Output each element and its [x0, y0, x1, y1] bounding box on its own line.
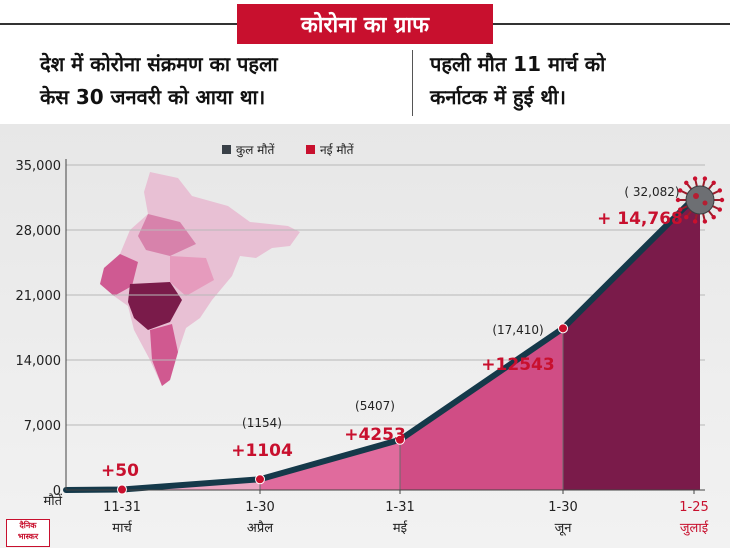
total-deaths-label: (1154)	[242, 416, 282, 430]
new-deaths-label: +1104	[231, 441, 293, 461]
x-row-label: मौतें	[43, 493, 62, 509]
x-tick-month: मई	[393, 520, 408, 536]
y-tick-label: 0	[53, 484, 61, 499]
virus-spike-tip	[692, 176, 698, 181]
virus-spike-tip	[692, 219, 698, 224]
area-segment	[563, 192, 700, 491]
y-tick-label: 21,000	[16, 289, 62, 304]
x-tick-month: जुलाई	[680, 520, 709, 536]
fact-first-death-line1: पहली मौत 11 मार्च को	[430, 52, 606, 76]
page-title: कोरोना का ग्राफ	[237, 4, 493, 44]
logo-line1: दैनिक	[19, 521, 37, 530]
area-segment	[400, 328, 563, 490]
chart-areas	[66, 192, 700, 491]
virus-spot	[702, 200, 708, 206]
fact-first-case-line2: केस 30 जनवरी को आया था।	[40, 85, 266, 109]
x-axis: मौतें 11-31 मार्च 1-30 अप्रैल 1-31 मई 1-30 जून 1-…	[43, 490, 709, 536]
dainik-bhaskar-logo: दैनिक भास्कर	[6, 519, 50, 547]
virus-body	[685, 185, 715, 215]
banner-line-right	[493, 23, 730, 25]
x-tick-range: 1-31	[385, 500, 415, 515]
x-tick-month: जून	[555, 521, 573, 536]
x-tick-range: 1-30	[245, 500, 275, 515]
fact-first-death-line2: कर्नाटक में हुई थी।	[430, 85, 566, 109]
y-tick-label: 7,000	[24, 419, 61, 434]
virus-spike-tip	[684, 180, 689, 185]
data-labels: +50 +1104 (1154) +4253 (5407) +12543 (17,410) +…	[101, 185, 683, 495]
y-tick-label: 14,000	[16, 354, 62, 369]
legend-swatch	[306, 145, 315, 154]
virus-spike-tip	[702, 176, 708, 181]
virus-spike-tip	[702, 219, 708, 224]
virus-spike-tip	[717, 207, 723, 212]
facts-divider	[412, 50, 413, 116]
y-axis: 0 7,000 14,000 21,000 28,000 35,000	[16, 159, 705, 499]
legend-label: नई मौतें	[320, 143, 355, 157]
coronavirus-icon	[675, 176, 725, 224]
data-point	[395, 434, 405, 445]
x-tick-range: 1-30	[548, 500, 578, 515]
virus-spot	[693, 193, 699, 199]
fact-first-case-line1: देश में कोरोना संक्रमण का पहला	[40, 52, 278, 76]
virus-spike-tip	[677, 188, 683, 193]
banner-line-left	[0, 23, 237, 25]
logo-line2: भास्कर	[17, 532, 39, 541]
y-tick-label: 28,000	[16, 224, 62, 239]
total-deaths-label: (5407)	[355, 399, 395, 413]
total-deaths-label: ( 32,082)	[624, 185, 679, 199]
new-deaths-label: +12543	[481, 355, 554, 375]
x-tick-month: अप्रैल	[247, 520, 273, 536]
new-deaths-label: +4253	[344, 425, 406, 445]
x-tick-month: मार्च	[112, 520, 132, 536]
virus-spike-tip	[684, 215, 689, 220]
data-point	[558, 323, 568, 334]
legend-label: कुल मौतें	[236, 143, 275, 158]
x-tick-range: 11-31	[103, 500, 141, 515]
legend-swatch	[222, 145, 231, 154]
fact-first-case: देश में कोरोना संक्रमण का पहला केस 30 जन…	[40, 48, 278, 114]
virus-spike-tip	[711, 215, 716, 220]
fact-first-death: पहली मौत 11 मार्च को कर्नाटक में हुई थी।	[430, 48, 605, 114]
data-point	[117, 484, 127, 495]
virus-spike-tip	[675, 197, 681, 203]
virus-spike-tip	[677, 207, 683, 212]
new-deaths-label: +50	[101, 461, 139, 481]
x-tick-range: 1-25	[679, 500, 709, 515]
y-tick-label: 35,000	[16, 159, 62, 174]
new-deaths-label: + 14,768	[597, 209, 683, 229]
virus-spike-tip	[711, 180, 716, 185]
chart-legend: कुल मौतें नई मौतें	[222, 143, 355, 158]
facts-row: देश में कोरोना संक्रमण का पहला केस 30 जन…	[0, 48, 730, 120]
virus-spike-tip	[719, 197, 725, 203]
virus-spike-tip	[717, 188, 723, 193]
data-point	[255, 474, 265, 485]
india-map-icon	[100, 172, 300, 386]
total-deaths-label: (17,410)	[492, 323, 543, 337]
